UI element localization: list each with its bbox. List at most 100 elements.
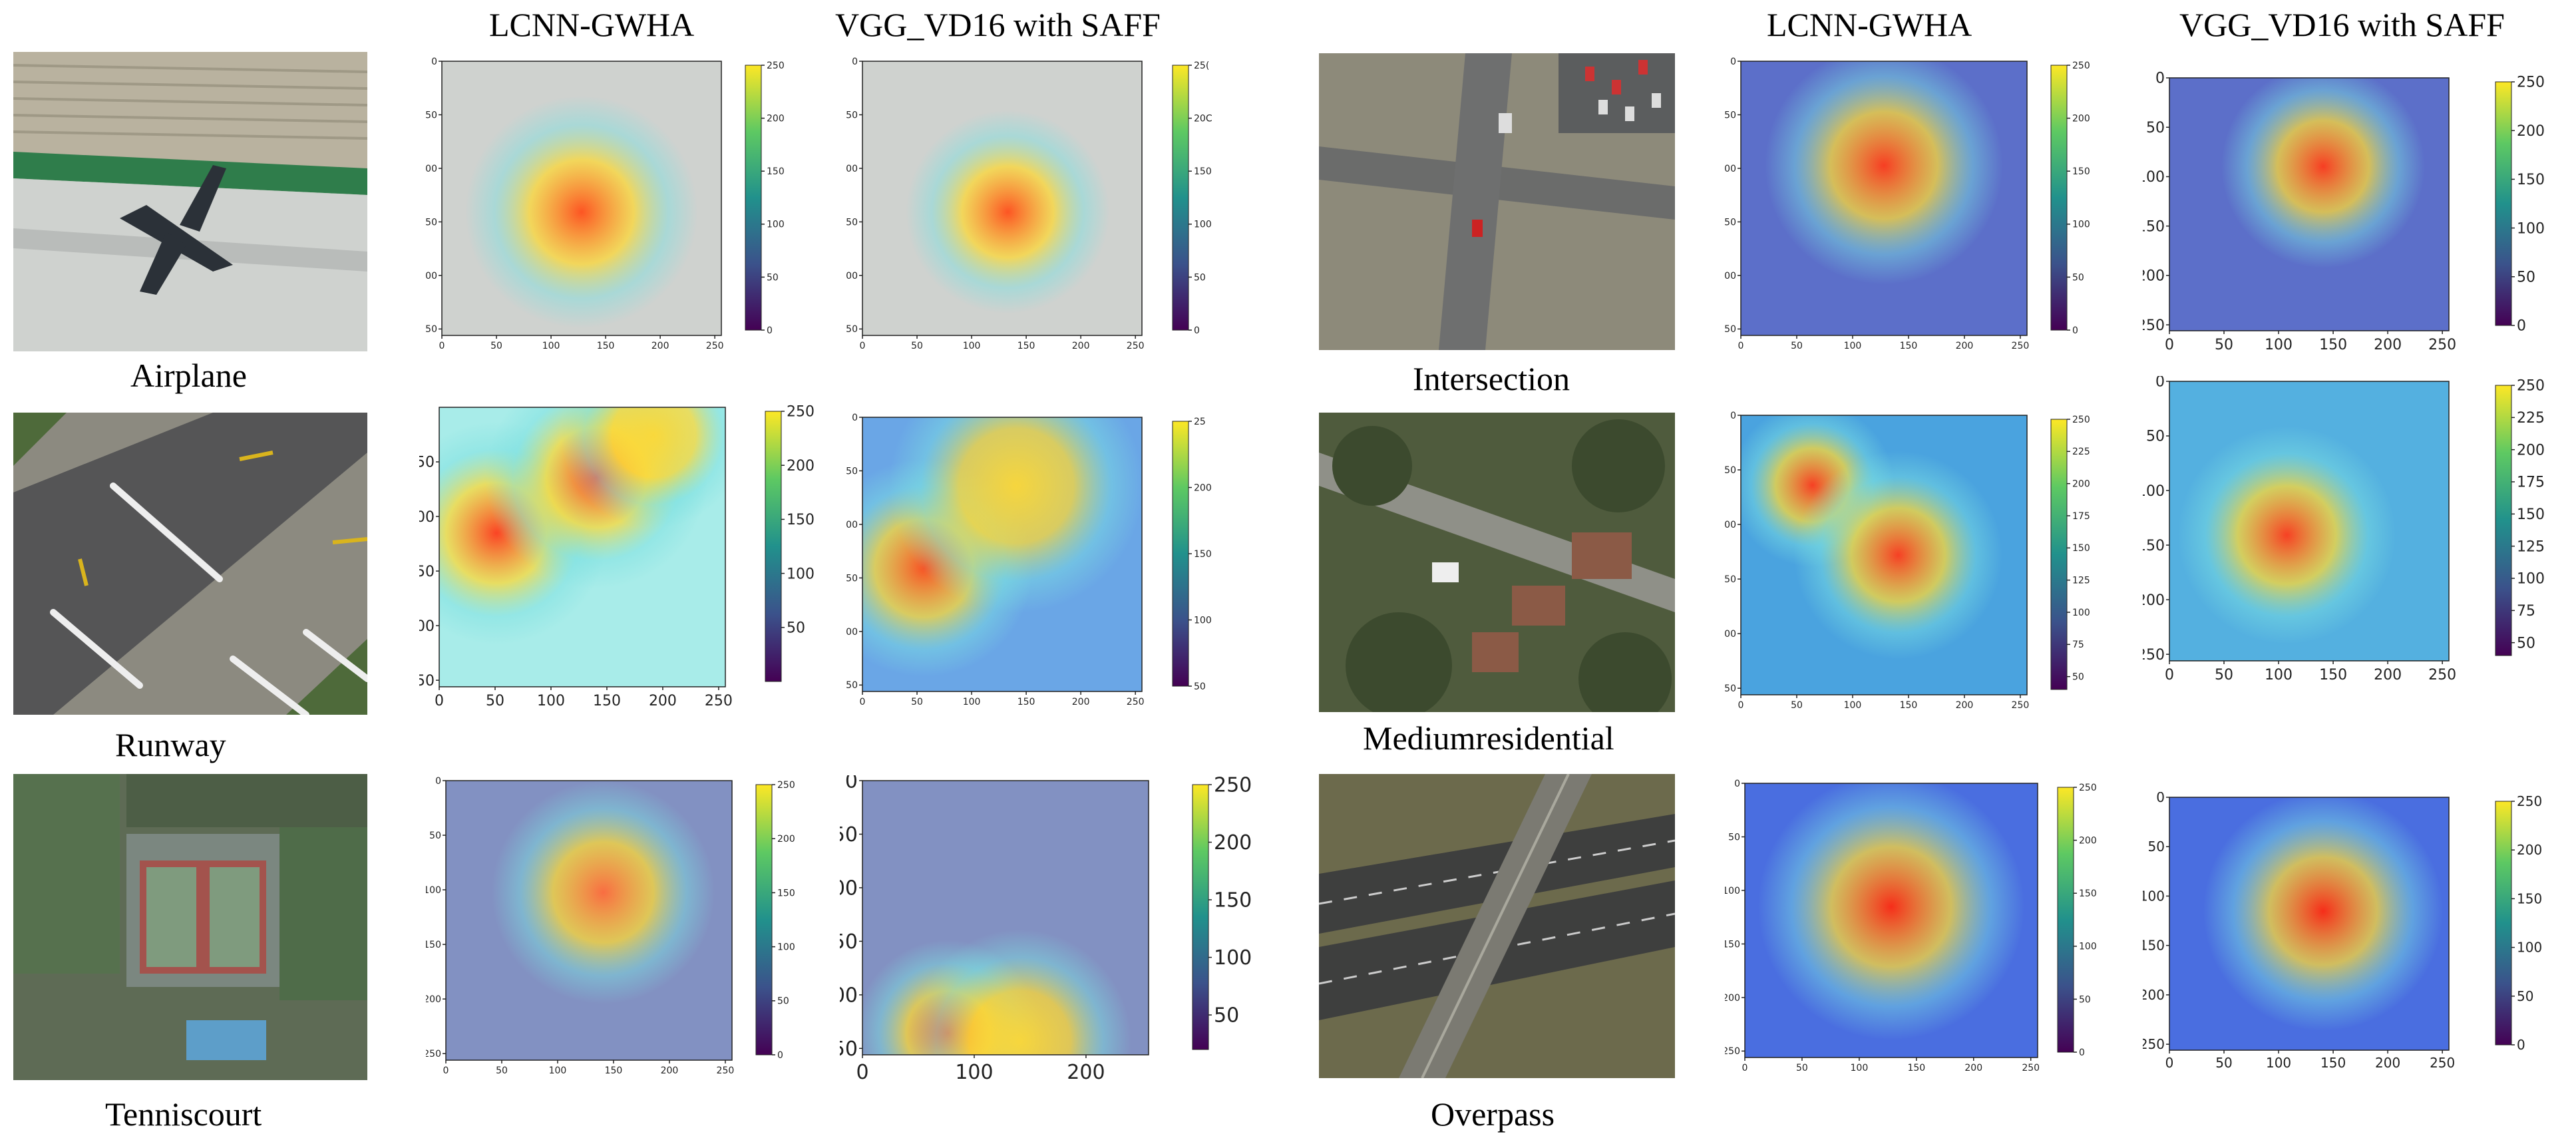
x-tick-label: 50 — [2215, 337, 2233, 353]
y-tick-label: 0 — [852, 413, 858, 423]
y-tick-label: 150 — [840, 930, 858, 954]
x-tick-label: 200 — [1956, 700, 1974, 711]
heatmap-airplane-vgg-saff: 0501001502002500501001502002500501001502… — [846, 53, 1292, 366]
y-tick-label: 100 — [426, 885, 441, 896]
x-tick-label: 50 — [486, 693, 504, 709]
y-tick-label: 200 — [846, 271, 858, 282]
colorbar-tick-label: 250 — [767, 61, 785, 71]
colorbar-tick-label: 100 — [1194, 220, 1212, 230]
x-tick-label: 50 — [911, 341, 923, 351]
x-tick-label: 250 — [717, 1065, 735, 1076]
x-tick-label: 200 — [1067, 1061, 1105, 1084]
heatmap-image — [439, 407, 726, 687]
x-tick-label: 50 — [2215, 1055, 2232, 1071]
colorbar-tick-label: 150 — [2072, 166, 2090, 177]
colorbar-tick-label: 100 — [767, 220, 785, 230]
x-tick-label: 150 — [1907, 1063, 1925, 1073]
x-tick-label: 150 — [1900, 700, 1918, 711]
heatmap-image — [1744, 783, 2038, 1058]
y-tick-label: 200 — [426, 271, 437, 282]
colorbar-tick-label: 225 — [2517, 410, 2545, 427]
x-tick-label: 200 — [2374, 337, 2402, 353]
y-tick-label: 200 — [1725, 993, 1740, 1004]
x-tick-label: 250 — [2428, 667, 2456, 683]
column-title-lcnn-gwha-right: LCNN-GWHA — [1767, 6, 1972, 43]
x-tick-label: 100 — [549, 1065, 567, 1076]
colorbar-tick-label: 0 — [2517, 1037, 2525, 1053]
x-tick-label: 250 — [706, 341, 724, 351]
colorbar-tick-label: 100 — [2517, 220, 2545, 237]
x-tick-label: 50 — [1791, 341, 1803, 351]
column-title-vgg-saff-right: VGG_VD16 with SAFF — [2179, 6, 2505, 43]
x-tick-label: 200 — [2375, 1055, 2400, 1071]
colorbar-tick-label: 150 — [1194, 549, 1212, 560]
x-tick-label: 200 — [2374, 667, 2402, 683]
y-tick-label: 0 — [2156, 792, 2165, 805]
x-tick-label: 250 — [2012, 700, 2030, 711]
y-tick-label: 0 — [1730, 57, 1736, 67]
x-tick-label: 100 — [2265, 667, 2293, 683]
colorbar-tick-label: 50 — [2517, 635, 2535, 652]
x-tick-label: 150 — [1900, 341, 1918, 351]
column-title-lcnn-gwha-left: LCNN-GWHA — [489, 6, 695, 43]
x-tick-label: 100 — [1851, 1063, 1869, 1073]
y-tick-label: 0 — [852, 57, 858, 67]
x-tick-label: 200 — [1072, 341, 1090, 351]
colorbar-tick-label: 250 — [2517, 75, 2545, 91]
colorbar-tick-label: 150 — [2072, 543, 2090, 554]
colorbar-tick-label: 100 — [2079, 942, 2097, 952]
class-label-intersection: Intersection — [1413, 360, 1570, 397]
colorbar-tick-label: 250 — [787, 404, 815, 421]
y-tick-label: 50 — [840, 823, 858, 847]
colorbar-tick-label: 0 — [2079, 1048, 2085, 1058]
colorbar-tick-label: 0 — [1194, 325, 1200, 336]
x-tick-label: 200 — [651, 341, 669, 351]
heatmap-image — [445, 780, 733, 1061]
y-tick-label: 150 — [2143, 938, 2165, 954]
y-tick-label: 200 — [2143, 987, 2165, 1003]
column-title-vgg-saff-left: VGG_VD16 with SAFF — [835, 6, 1161, 43]
heatmap-image — [862, 417, 1143, 692]
colorbar-tick-label: 0 — [767, 325, 773, 336]
heatmap-runway-vgg-saff: 0501001502002500501001502002505010015020… — [846, 409, 1292, 735]
heatmap-tenniscourt-vgg-saff: 0 100 200 0 50 100 150 200 250 50 100 150 200 250 — [840, 775, 1292, 1091]
colorbar-tick-label: 200 — [2079, 836, 2097, 847]
colorbar-tick-label: 200 — [767, 114, 785, 124]
colorbar-tick-label: 225 — [2072, 447, 2090, 457]
y-tick-label: 200 — [2143, 592, 2165, 609]
colorbar-tick-label: 250 — [2072, 61, 2090, 71]
photo-airplane — [13, 52, 367, 351]
colorbar-tick-label: 200 — [2517, 842, 2542, 858]
x-tick-label: 250 — [1127, 341, 1145, 351]
heatmap-image — [2169, 77, 2450, 331]
colorbar-tick-label: 0 — [2517, 318, 2526, 335]
x-tick-label: 250 — [2428, 337, 2456, 353]
y-tick-label: 250 — [426, 1049, 441, 1059]
y-tick-label: 150 — [426, 940, 441, 950]
y-tick-label: 250 — [846, 324, 858, 335]
x-tick-label: 150 — [2320, 1055, 2346, 1071]
x-tick-label: 150 — [1017, 697, 1035, 707]
y-tick-label: 50 — [846, 110, 858, 120]
x-tick-label: 150 — [1017, 341, 1035, 351]
colorbar — [2050, 65, 2068, 331]
y-tick-label: 0 — [845, 775, 858, 793]
colorbar-tick-label: 150 — [1194, 166, 1212, 177]
colorbar-tick-label: 250 — [1214, 775, 1252, 797]
heatmap-runway-lcnn-gwha: 0 50 100 150 200 250 50 100 150 200 250 50 100 150 200… — [419, 399, 832, 732]
heatmap-image — [1740, 61, 2028, 336]
colorbar-tick-label: 175 — [2072, 511, 2090, 522]
colorbar-tick-label: 250 — [2517, 793, 2542, 809]
y-tick-label: 200 — [1725, 629, 1736, 640]
x-tick-label: 50 — [490, 341, 502, 351]
colorbar-tick-label: 250 — [777, 780, 795, 791]
x-tick-label: 0 — [435, 693, 444, 709]
x-tick-label: 100 — [963, 341, 981, 351]
colorbar-tick-label: 50 — [767, 272, 779, 283]
x-tick-label: 250 — [2022, 1063, 2040, 1073]
y-tick-label: 150 — [846, 217, 858, 228]
y-tick-label: 150 — [1725, 939, 1740, 950]
x-tick-label: 0 — [2165, 667, 2174, 683]
x-tick-label: 50 — [1796, 1063, 1808, 1073]
x-tick-label: 100 — [1844, 341, 1862, 351]
